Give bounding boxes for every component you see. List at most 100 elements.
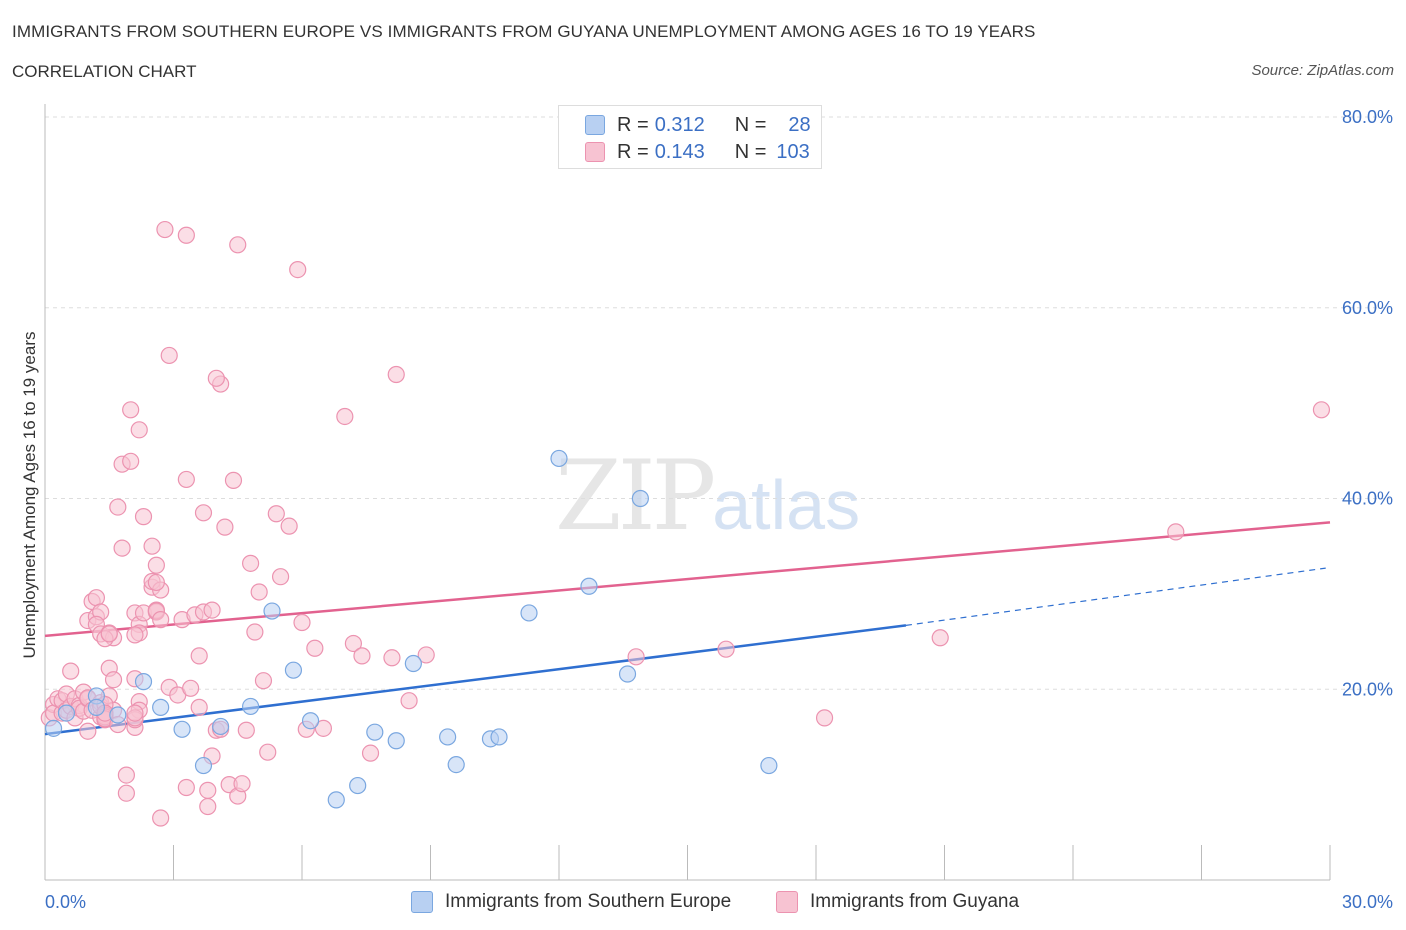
- guyana-point: [126, 704, 144, 722]
- trend-layer: [44, 521, 1331, 736]
- southern-europe-point: [387, 732, 405, 750]
- guyana-point: [400, 692, 418, 710]
- legend-r-label: R =: [617, 140, 649, 163]
- southern-europe-point: [550, 449, 568, 468]
- guyana-point: [254, 672, 273, 690]
- guyana-point: [104, 671, 123, 689]
- guyana-point: [336, 407, 354, 426]
- guyana-point: [126, 626, 144, 644]
- guyana-point: [160, 346, 178, 365]
- chart-title: IMMIGRANTS FROM SOUTHERN EUROPE VS IMMIG…: [12, 22, 1036, 41]
- guyana-point: [387, 365, 405, 384]
- tick-labels-layer: 20.0% 40.0% 60.0% 80.0% 0.0% 30.0%: [45, 107, 1393, 912]
- bottom-legend-southern-europe[interactable]: Immigrants from Southern Europe: [411, 889, 731, 915]
- guyana-point: [1312, 401, 1331, 419]
- guyana-point: [122, 401, 140, 419]
- bottom-legend-swatch-blue: [411, 891, 433, 913]
- source-credit: Source: ZipAtlas.com: [1251, 62, 1394, 79]
- guyana-point: [344, 634, 362, 653]
- bottom-legend-label: Immigrants from Southern Europe: [445, 891, 732, 912]
- guyana-point: [156, 220, 174, 239]
- southern-europe-point: [242, 697, 260, 716]
- guyana-point: [627, 648, 645, 666]
- guyana-point: [383, 649, 401, 667]
- guyana-point: [280, 517, 298, 535]
- axis-layer: [44, 104, 1331, 881]
- legend-n-label: N =: [734, 113, 767, 136]
- guyana-point: [199, 797, 217, 816]
- southern-europe-point: [580, 577, 598, 595]
- guyana-point: [199, 781, 217, 799]
- guyana-point: [147, 556, 165, 574]
- legend-swatch-blue: [585, 115, 605, 135]
- guyana-point: [143, 537, 161, 555]
- southern-europe-point: [87, 698, 106, 716]
- guyana-point: [289, 261, 307, 279]
- legend-n-value: 103: [776, 140, 810, 163]
- bottom-legend-label: Immigrants from Guyana: [810, 891, 1020, 912]
- chart-subtitle: CORRELATION CHART: [12, 62, 197, 81]
- guyana-point: [177, 226, 195, 244]
- guyana-point: [130, 421, 148, 439]
- guyana-point: [190, 698, 208, 716]
- guyana-trend-line: [44, 521, 1331, 638]
- guyana-point: [267, 505, 285, 523]
- guyana-point: [259, 743, 277, 761]
- legend-r-label: R =: [617, 113, 649, 136]
- guyana-point: [216, 518, 234, 536]
- guyana-point: [203, 601, 221, 619]
- southern-europe-point: [760, 756, 778, 775]
- legend-row-southern-europe: R = 0.312 N = 28: [585, 112, 811, 138]
- guyana-point: [417, 646, 435, 664]
- legend-n-value: 28: [788, 113, 811, 136]
- guyana-point: [224, 471, 243, 489]
- southern-europe-point: [366, 723, 384, 741]
- guyana-point: [271, 568, 290, 586]
- southern-europe-point: [327, 791, 345, 809]
- southern-europe-point: [520, 604, 538, 622]
- guyana-point: [79, 722, 97, 740]
- points-layer: [40, 220, 1331, 827]
- guyana-point: [190, 647, 208, 665]
- guyana-point: [117, 766, 135, 784]
- bottom-legend-guyana[interactable]: Immigrants from Guyana: [776, 889, 1019, 915]
- guyana-point: [87, 589, 106, 607]
- guyana-point: [233, 775, 251, 793]
- guyana-point: [237, 721, 255, 739]
- legend-row-guyana: R = 0.143 N = 103: [585, 139, 810, 165]
- southern-europe-point: [349, 776, 367, 795]
- watermark-atlas: atlas: [712, 466, 861, 544]
- guyana-point: [242, 554, 260, 572]
- guyana-point: [361, 744, 380, 762]
- guyana-point: [152, 809, 170, 827]
- southern-europe-point: [301, 712, 320, 730]
- southern-europe-point: [134, 673, 153, 691]
- guyana-point: [250, 583, 268, 601]
- y-tick-label: 60.0%: [1342, 298, 1393, 318]
- southern-europe-point: [439, 728, 457, 746]
- guyana-point: [353, 647, 371, 665]
- guyana-point: [306, 639, 324, 657]
- guyana-point: [1167, 523, 1185, 541]
- guyana-point: [293, 613, 311, 632]
- southern-europe-point: [57, 704, 76, 722]
- southern-europe-point: [404, 654, 422, 673]
- southern-europe-point: [263, 602, 281, 620]
- legend-r-value: 0.143: [654, 140, 705, 163]
- legend-r-value: 0.312: [654, 113, 705, 136]
- guyana-point: [117, 784, 135, 802]
- guyana-point: [182, 679, 200, 697]
- guyana-point: [100, 625, 118, 643]
- guyana-point: [122, 452, 140, 470]
- southern-europe-trend-line: [44, 624, 907, 736]
- x-tick-label: 0.0%: [45, 892, 86, 912]
- guyana-point: [177, 470, 195, 489]
- guyana-point: [152, 611, 170, 629]
- guyana-point: [815, 709, 834, 727]
- guyana-point: [717, 640, 735, 658]
- southern-europe-point: [152, 698, 170, 716]
- southern-europe-point: [447, 755, 465, 774]
- guyana-point: [931, 629, 949, 647]
- legend-swatch-pink: [585, 142, 605, 162]
